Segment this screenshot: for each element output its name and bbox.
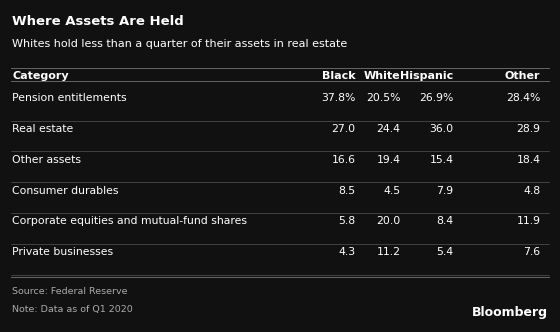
Text: 4.3: 4.3 — [338, 247, 356, 257]
Text: Hispanic: Hispanic — [400, 71, 454, 81]
Text: 7.9: 7.9 — [436, 186, 454, 196]
Text: 11.9: 11.9 — [516, 216, 540, 226]
Text: 27.0: 27.0 — [332, 124, 356, 134]
Text: Real estate: Real estate — [12, 124, 73, 134]
Text: Bloomberg: Bloomberg — [472, 306, 548, 319]
Text: Corporate equities and mutual-fund shares: Corporate equities and mutual-fund share… — [12, 216, 248, 226]
Text: 16.6: 16.6 — [332, 155, 356, 165]
Text: 8.5: 8.5 — [338, 186, 356, 196]
Text: 36.0: 36.0 — [430, 124, 454, 134]
Text: 15.4: 15.4 — [430, 155, 454, 165]
Text: Private businesses: Private businesses — [12, 247, 114, 257]
Text: 20.5%: 20.5% — [366, 93, 400, 103]
Text: 4.8: 4.8 — [523, 186, 540, 196]
Text: White: White — [364, 71, 400, 81]
Text: 5.8: 5.8 — [338, 216, 356, 226]
Text: 37.8%: 37.8% — [321, 93, 356, 103]
Text: 19.4: 19.4 — [376, 155, 400, 165]
Text: Where Assets Are Held: Where Assets Are Held — [12, 15, 184, 28]
Text: 20.0: 20.0 — [376, 216, 400, 226]
Text: 28.9: 28.9 — [516, 124, 540, 134]
Text: 8.4: 8.4 — [436, 216, 454, 226]
Text: Pension entitlements: Pension entitlements — [12, 93, 127, 103]
Text: 24.4: 24.4 — [376, 124, 400, 134]
Text: Whites hold less than a quarter of their assets in real estate: Whites hold less than a quarter of their… — [12, 39, 348, 49]
Text: 26.9%: 26.9% — [419, 93, 454, 103]
Text: Other: Other — [505, 71, 540, 81]
Text: Category: Category — [12, 71, 69, 81]
Text: Source: Federal Reserve: Source: Federal Reserve — [12, 287, 128, 296]
Text: 4.5: 4.5 — [383, 186, 400, 196]
Text: 11.2: 11.2 — [376, 247, 400, 257]
Text: 28.4%: 28.4% — [506, 93, 540, 103]
Text: Black: Black — [322, 71, 356, 81]
Text: Note: Data as of Q1 2020: Note: Data as of Q1 2020 — [12, 305, 133, 314]
Text: Other assets: Other assets — [12, 155, 81, 165]
Text: 18.4: 18.4 — [516, 155, 540, 165]
Text: 5.4: 5.4 — [436, 247, 454, 257]
Text: Consumer durables: Consumer durables — [12, 186, 119, 196]
Text: 7.6: 7.6 — [523, 247, 540, 257]
